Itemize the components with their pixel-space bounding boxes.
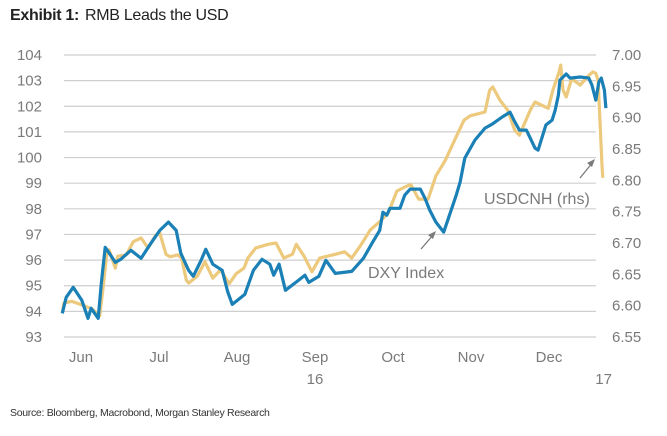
chart-title: Exhibit 1: RMB Leads the USD bbox=[10, 7, 229, 25]
usdcnh-annotation: USDCNH (rhs) bbox=[484, 191, 590, 208]
y-left-tick-label: 97 bbox=[25, 226, 42, 243]
x-year-label: 16 bbox=[307, 371, 324, 388]
y-right-tick-label: 6.95 bbox=[612, 78, 641, 95]
y-right-tick-label: 6.85 bbox=[612, 141, 641, 158]
exhibit-label: Exhibit 1: bbox=[10, 7, 80, 24]
title-text: RMB Leads the USD bbox=[85, 7, 229, 24]
y-right-tick-label: 6.65 bbox=[612, 266, 641, 283]
x-tick-label: Jun bbox=[69, 349, 93, 366]
y-left-tick-label: 95 bbox=[25, 278, 42, 295]
x-tick-label: Nov bbox=[458, 349, 485, 366]
y-right-tick-label: 6.80 bbox=[612, 172, 641, 189]
y-left-tick-label: 93 bbox=[25, 329, 42, 346]
y-left-tick-label: 99 bbox=[25, 175, 42, 192]
dxy-annotation: DXY Index bbox=[368, 265, 444, 282]
y-left-tick-label: 96 bbox=[25, 252, 42, 269]
usdcnh-arrowhead-icon bbox=[587, 159, 595, 167]
y-left-tick-label: 94 bbox=[25, 303, 42, 320]
x-year-label: 17 bbox=[595, 371, 612, 388]
y-right-tick-label: 6.55 bbox=[612, 329, 641, 346]
y-left-tick-label: 100 bbox=[17, 150, 42, 167]
usdcnh-line bbox=[60, 63, 605, 318]
x-tick-label: Jul bbox=[149, 349, 168, 366]
y-right-tick-label: 6.90 bbox=[612, 110, 641, 127]
y-left-tick-label: 103 bbox=[17, 73, 42, 90]
y-left-tick-label: 101 bbox=[17, 124, 42, 141]
source-note: Source: Bloomberg, Macrobond, Morgan Sta… bbox=[10, 407, 270, 419]
y-right-tick-label: 6.60 bbox=[612, 298, 641, 315]
x-tick-label: Aug bbox=[224, 349, 251, 366]
x-tick-label: Sep bbox=[302, 349, 329, 366]
x-tick-label: Oct bbox=[381, 349, 405, 366]
x-tick-label: Dec bbox=[536, 349, 563, 366]
dxy-arrowhead-icon bbox=[428, 231, 436, 239]
y-right-tick-label: 7.00 bbox=[612, 47, 641, 64]
y-left-tick-label: 104 bbox=[17, 47, 42, 64]
y-left-tick-label: 98 bbox=[25, 201, 42, 218]
y-right-tick-label: 6.75 bbox=[612, 204, 641, 221]
y-left-tick-label: 102 bbox=[17, 98, 42, 115]
y-right-tick-label: 6.70 bbox=[612, 235, 641, 252]
dxy-line bbox=[60, 72, 608, 320]
